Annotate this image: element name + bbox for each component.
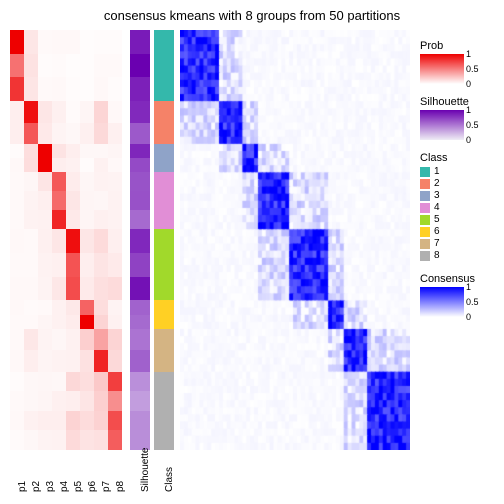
xlabel-p1: p1: [17, 481, 28, 492]
class-swatch-5: [420, 215, 430, 225]
page-title: consensus kmeans with 8 groups from 50 p…: [0, 8, 504, 23]
silhouette-legend: Silhouette 00.51: [420, 96, 498, 140]
class-legend-item-3: 3: [420, 190, 498, 201]
class-swatch-1: [420, 167, 430, 177]
class-strip-8: [154, 372, 174, 450]
prob-legend: Prob 00.51: [420, 40, 498, 84]
class-legend-item-6: 6: [420, 226, 498, 237]
consensus-heatmap: [180, 30, 410, 450]
class-strip-7: [154, 329, 174, 372]
class-legend-item-8: 8: [420, 250, 498, 261]
class-legend-title: Class: [420, 152, 498, 164]
xlabel-class: Class: [164, 467, 175, 492]
xlabel-p7: p7: [101, 481, 112, 492]
class-legend-items: 12345678: [420, 166, 498, 261]
class-swatch-8: [420, 251, 430, 261]
class-strip-6: [154, 300, 174, 328]
legend-area: Prob 00.51 Silhouette 00.51 Class 123456…: [420, 40, 498, 329]
prob-col-p3: [38, 30, 52, 450]
class-label-7: 7: [434, 238, 440, 249]
class-strip-3: [154, 144, 174, 172]
class-swatch-4: [420, 203, 430, 213]
prob-col-p7: [94, 30, 108, 450]
class-strip-2: [154, 101, 174, 144]
prob-col-p2: [24, 30, 38, 450]
prob-col-p8: [108, 30, 122, 450]
xlabel-p2: p2: [31, 481, 42, 492]
silhouette-colorbar: 00.51: [420, 110, 464, 140]
silhouette-column: [130, 30, 150, 450]
prob-col-p4: [52, 30, 66, 450]
probability-columns: [10, 30, 122, 450]
class-label-5: 5: [434, 214, 440, 225]
class-legend-item-7: 7: [420, 238, 498, 249]
prob-col-p1: [10, 30, 24, 450]
class-swatch-6: [420, 227, 430, 237]
consensus-colorbar: 00.51: [420, 287, 464, 317]
class-legend-item-4: 4: [420, 202, 498, 213]
xlabel-silhouette: Silhouette: [140, 448, 151, 492]
class-swatch-7: [420, 239, 430, 249]
xlabel-p6: p6: [87, 481, 98, 492]
silhouette-legend-title: Silhouette: [420, 96, 498, 108]
class-label-6: 6: [434, 226, 440, 237]
xlabel-p3: p3: [45, 481, 56, 492]
consensus-legend: Consensus 00.51: [420, 273, 498, 317]
plot-area: [10, 30, 410, 450]
class-legend-item-1: 1: [420, 166, 498, 177]
class-legend: Class 12345678: [420, 152, 498, 261]
class-strip-4: [154, 172, 174, 229]
class-label-2: 2: [434, 178, 440, 189]
class-label-3: 3: [434, 190, 440, 201]
class-swatch-3: [420, 191, 430, 201]
xlabel-p5: p5: [73, 481, 84, 492]
consensus-legend-title: Consensus: [420, 273, 498, 285]
class-strip-5: [154, 229, 174, 300]
prob-legend-title: Prob: [420, 40, 498, 52]
class-swatch-2: [420, 179, 430, 189]
xlabel-p8: p8: [115, 481, 126, 492]
class-legend-item-5: 5: [420, 214, 498, 225]
xlabel-p4: p4: [59, 481, 70, 492]
class-label-4: 4: [434, 202, 440, 213]
class-column: [154, 30, 174, 450]
class-strip-1: [154, 30, 174, 101]
class-label-8: 8: [434, 250, 440, 261]
x-axis-labels: p1p2p3p4p5p6p7p8SilhouetteClass: [10, 452, 410, 504]
prob-col-p6: [80, 30, 94, 450]
prob-colorbar: 00.51: [420, 54, 464, 84]
class-legend-item-2: 2: [420, 178, 498, 189]
class-label-1: 1: [434, 166, 440, 177]
prob-col-p5: [66, 30, 80, 450]
